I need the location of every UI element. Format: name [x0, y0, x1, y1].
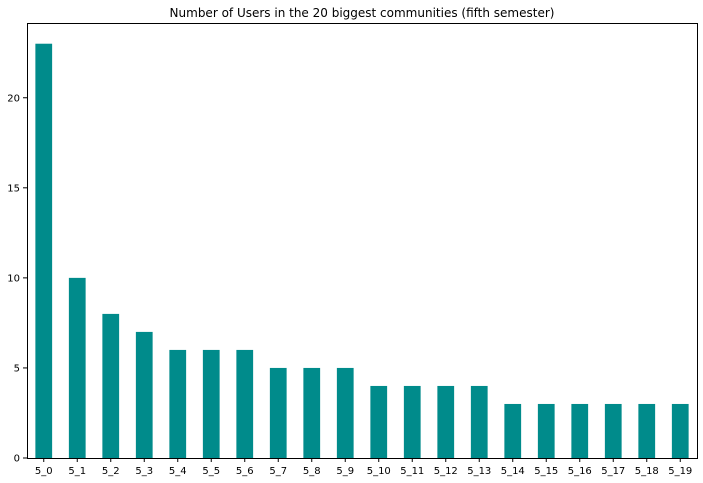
x-tick-label: 5_4 [169, 466, 187, 477]
x-tick-label: 5_12 [434, 466, 458, 477]
x-tick-label: 5_1 [68, 466, 86, 477]
y-tick-label: 15 [7, 183, 20, 194]
x-tick-label: 5_19 [668, 466, 692, 477]
bar-5_15 [537, 403, 555, 458]
bar-5_7 [269, 367, 287, 458]
x-tick-label: 5_3 [135, 466, 153, 477]
x-tick-label: 5_9 [336, 466, 354, 477]
x-tick-label: 5_5 [202, 466, 220, 477]
bar-5_8 [303, 367, 321, 458]
y-tick-label: 20 [7, 93, 20, 104]
bar-5_9 [336, 367, 354, 458]
x-tick-label: 5_10 [367, 466, 391, 477]
bar-5_19 [671, 403, 689, 458]
bar-5_10 [370, 385, 388, 458]
x-tick-label: 5_6 [236, 466, 254, 477]
y-tick-label: 5 [14, 363, 20, 374]
bar-5_6 [236, 349, 254, 458]
x-tick-label: 5_2 [102, 466, 120, 477]
x-tick-label: 5_16 [568, 466, 592, 477]
x-tick-label: 5_8 [303, 466, 321, 477]
bar-5_11 [403, 385, 421, 458]
x-axis: 5_0 5_1 5_2 5_3 5_4 5_5 5_6 5_7 5_8 5_9 5_10 5_11 5_… [35, 458, 692, 477]
bar-5_16 [571, 403, 589, 458]
bar-5_14 [504, 403, 522, 458]
x-tick-label: 5_13 [467, 466, 491, 477]
y-axis: 0 5 10 15 20 [7, 93, 27, 465]
x-tick-label: 5_0 [35, 466, 53, 477]
x-tick-label: 5_15 [534, 466, 558, 477]
bar-5_18 [638, 403, 656, 458]
y-tick-label: 10 [7, 273, 20, 284]
bars-layer [35, 43, 689, 458]
bar-5_5 [202, 349, 220, 458]
bar-5_0 [35, 43, 53, 458]
x-tick-label: 5_18 [635, 466, 659, 477]
x-tick-label: 5_11 [400, 466, 424, 477]
y-tick-label: 0 [14, 454, 20, 465]
bar-5_1 [68, 277, 86, 458]
plot-frame [27, 23, 698, 459]
x-tick-label: 5_7 [269, 466, 287, 477]
bar-5_13 [470, 385, 488, 458]
bar-5_17 [604, 403, 622, 458]
bar-5_2 [102, 313, 120, 458]
x-tick-label: 5_17 [601, 466, 625, 477]
bar-5_3 [135, 331, 153, 458]
x-tick-label: 5_14 [501, 466, 525, 477]
chart-title: Number of Users in the 20 biggest commun… [170, 6, 555, 20]
bar-5_12 [437, 385, 455, 458]
bar-5_4 [169, 349, 187, 458]
